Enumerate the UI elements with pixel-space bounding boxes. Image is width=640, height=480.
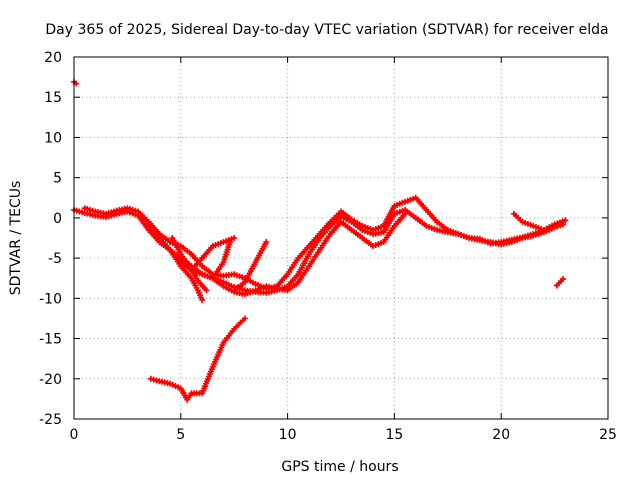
- data-point: [199, 296, 206, 303]
- data-point: [147, 375, 154, 382]
- series-trace-rise-c: [209, 239, 233, 282]
- y-tick-label: -20: [39, 372, 62, 388]
- chart-title: Day 365 of 2025, Sidereal Day-to-day VTE…: [45, 22, 608, 38]
- data-point: [263, 239, 270, 246]
- series-trace-main-2: [81, 194, 569, 292]
- series-trace-lower: [147, 315, 248, 403]
- x-tick-label: 25: [599, 427, 617, 443]
- x-tick-label: 15: [385, 427, 403, 443]
- series-trace-dip-b: [169, 235, 210, 294]
- series-trace-rise-b: [231, 239, 270, 294]
- plot-frame: [73, 56, 609, 420]
- grid: [73, 56, 609, 420]
- y-tick-label: 5: [53, 171, 62, 187]
- series-trace: [555, 277, 565, 287]
- series-outlier-end: [553, 276, 567, 289]
- data-point: [540, 226, 547, 233]
- series-trace-end-early: [511, 210, 547, 233]
- series-trace-rise-a: [188, 235, 238, 274]
- data-points: [71, 78, 569, 403]
- x-tick-label: 5: [176, 427, 185, 443]
- data-point: [153, 377, 160, 384]
- data-point: [241, 315, 248, 322]
- y-tick-label: -25: [39, 412, 62, 428]
- y-tick-label: -5: [48, 251, 62, 267]
- data-point: [226, 239, 233, 246]
- data-point: [402, 210, 409, 217]
- x-tick-label: 20: [492, 427, 510, 443]
- y-tick-label: 15: [44, 90, 62, 106]
- data-point: [562, 217, 569, 224]
- y-tick-label: -15: [39, 332, 62, 348]
- series-trace-dip-a: [167, 247, 206, 303]
- y-tick-label: 20: [44, 50, 62, 66]
- y-tick-label: -10: [39, 291, 62, 307]
- data-point: [231, 235, 238, 241]
- y-tick-label: 10: [44, 130, 62, 146]
- x-axis-label: GPS time / hours: [281, 459, 398, 475]
- tick-labels: 0 5 10 15 20 25 -25 -20 -15 -10 -5 0 5 10 15 20: [39, 50, 617, 443]
- data-point: [203, 287, 210, 294]
- data-point: [560, 276, 567, 283]
- y-tick-label: 0: [53, 211, 62, 227]
- x-tick-label: 0: [70, 427, 79, 443]
- data-point: [150, 376, 157, 383]
- x-tick-label: 10: [279, 427, 297, 443]
- y-axis-label: SDTVAR / TECUs: [8, 181, 24, 296]
